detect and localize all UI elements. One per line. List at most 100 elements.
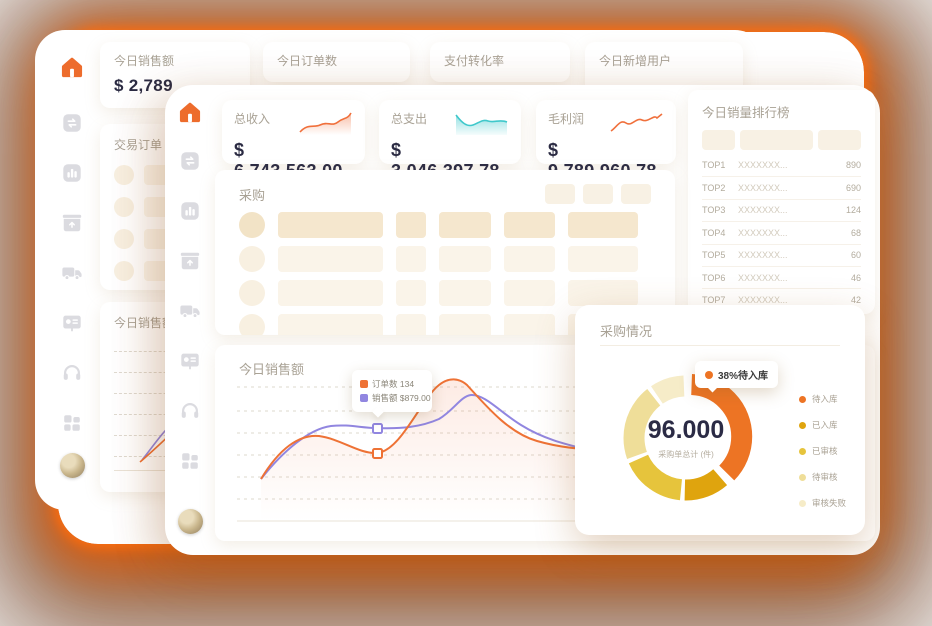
table-row[interactable]: TOP4 XXXXXXX... 68 [702,221,861,243]
stat-label: 支付转化率 [444,54,505,68]
table-row[interactable]: TOP6 XXXXXXX... 46 [702,265,861,288]
sales-ranking-card: 今日销量排行榜 TOP1 XXXXXXX... 890 TOP2 XXXXXXX… [688,90,875,314]
donut-legend: 待入库 已入库 已审核 待审核 审核失败 [799,393,846,523]
stat-value: $ 2,789 [114,76,173,95]
action-placeholder-button[interactable] [621,184,651,204]
rank-label: TOP6 [702,272,726,283]
tooltip-dot [705,370,713,379]
table-row [239,280,651,306]
card-title: 交易订单 [114,138,163,152]
legend-item[interactable]: 已入库 [799,419,846,431]
rank-label: TOP4 [702,227,726,238]
item-value: 68 [850,227,861,238]
legend-label: 审核失败 [812,498,847,508]
ranking-table: TOP1 XXXXXXX... 890 TOP2 XXXXXXX... 690 … [702,154,861,311]
donut-center: 96.000 采购单总计 (件) [611,363,761,513]
chart-tooltip: 订单数 134 销售额 $879.00 [352,370,432,412]
action-placeholder-button[interactable] [583,184,613,204]
legend-label: 已入库 [812,420,838,430]
donut-tooltip: 38%待入库 [695,361,779,388]
donut-total: 96.000 [647,416,725,444]
apps-icon[interactable] [61,412,83,434]
stat-card-expense: 总支出 $ 3,046,397.78 [379,100,521,181]
item-name: XXXXXXX... [738,183,788,194]
header-placeholder [702,130,735,150]
revenue-sparkline [299,112,352,135]
item-value: 46 [850,272,861,283]
item-name: XXXXXXX... [738,227,788,238]
tooltip-sales: 销售额 $879.00 [372,393,431,403]
legend-item[interactable]: 审核失败 [799,497,846,509]
headset-icon[interactable] [179,400,201,422]
avatar[interactable] [178,509,203,534]
tooltip-label: 38%待入库 [718,371,769,382]
apps-icon[interactable] [179,450,201,472]
legend-item[interactable]: 待审核 [799,471,846,483]
transfer-icon[interactable] [61,112,83,134]
slice-pending-inbound[interactable] [627,374,753,499]
rank-label: TOP5 [702,250,726,261]
upload-icon[interactable] [61,212,83,234]
hover-marker-orders [372,448,383,459]
table-actions [545,184,651,204]
purchase-table-card: 采购 [215,170,675,335]
headset-icon[interactable] [61,362,83,384]
card-title: 采购 [239,187,266,203]
header-placeholder [818,130,861,150]
item-name: XXXXXXX... [738,250,788,261]
purchase-status-card: 采购情况 96.000 采购单总计 (件) 38%待入库 [575,305,865,535]
stat-card-today-orders: 今日订单数 [263,42,410,82]
legend-label: 已审核 [812,446,838,456]
donut-total-label: 采购单总计 (件) [658,450,714,459]
card-title: 采购情况 [600,324,653,339]
stat-label: 今日新增用户 [599,54,672,68]
table-row[interactable]: TOP7 XXXXXXX... 42 [702,288,861,310]
action-placeholder-button[interactable] [545,184,575,204]
slice-pending-review[interactable] [623,375,749,501]
stat-card-profit: 毛利润 $ 9,789,960.78 [536,100,676,181]
bar-chart-icon[interactable] [179,200,201,222]
truck-icon[interactable] [61,262,83,284]
item-name: XXXXXXX... [738,295,788,306]
profit-sparkline [610,113,663,132]
billboard-icon[interactable] [179,350,201,372]
home-icon[interactable] [177,99,203,125]
item-value: 42 [850,295,861,306]
legend-label: 待入库 [812,394,838,404]
header-placeholder [739,130,814,150]
upload-icon[interactable] [179,250,201,272]
hover-marker-sales [372,423,383,434]
table-row[interactable]: TOP3 XXXXXXX... 124 [702,198,861,221]
card-title: 今日销量排行榜 [702,106,790,120]
item-name: XXXXXXX... [738,272,788,283]
legend-item[interactable]: 待入库 [799,393,846,405]
billboard-icon[interactable] [61,312,83,334]
stat-card-conversion: 支付转化率 [430,42,570,82]
truck-icon[interactable] [179,300,201,322]
card-title: 今日销售额 [114,316,175,330]
stat-label: 总收入 [234,112,271,126]
avatar[interactable] [60,453,85,478]
donut-chart: 96.000 采购单总计 (件) [611,363,761,513]
home-icon[interactable] [59,54,85,80]
table-row[interactable]: TOP1 XXXXXXX... 890 [702,154,861,176]
legend-item[interactable]: 已审核 [799,445,846,457]
item-value: 124 [845,205,861,216]
item-value: 690 [845,183,861,194]
legend-dot [799,447,806,455]
transfer-icon[interactable] [179,150,201,172]
rank-label: TOP7 [702,295,726,306]
table-header [702,130,861,150]
rank-label: TOP2 [702,183,726,194]
divider [600,345,840,346]
stat-label: 今日订单数 [277,54,338,68]
legend-dot [799,395,806,403]
bar-chart-icon[interactable] [61,162,83,184]
expense-sparkline [455,114,508,135]
stat-label: 今日销售额 [114,54,175,68]
table-row[interactable]: TOP5 XXXXXXX... 60 [702,243,861,266]
table-row[interactable]: TOP2 XXXXXXX... 690 [702,176,861,198]
slice-inbound[interactable] [623,375,749,501]
stat-label: 总支出 [391,112,428,126]
